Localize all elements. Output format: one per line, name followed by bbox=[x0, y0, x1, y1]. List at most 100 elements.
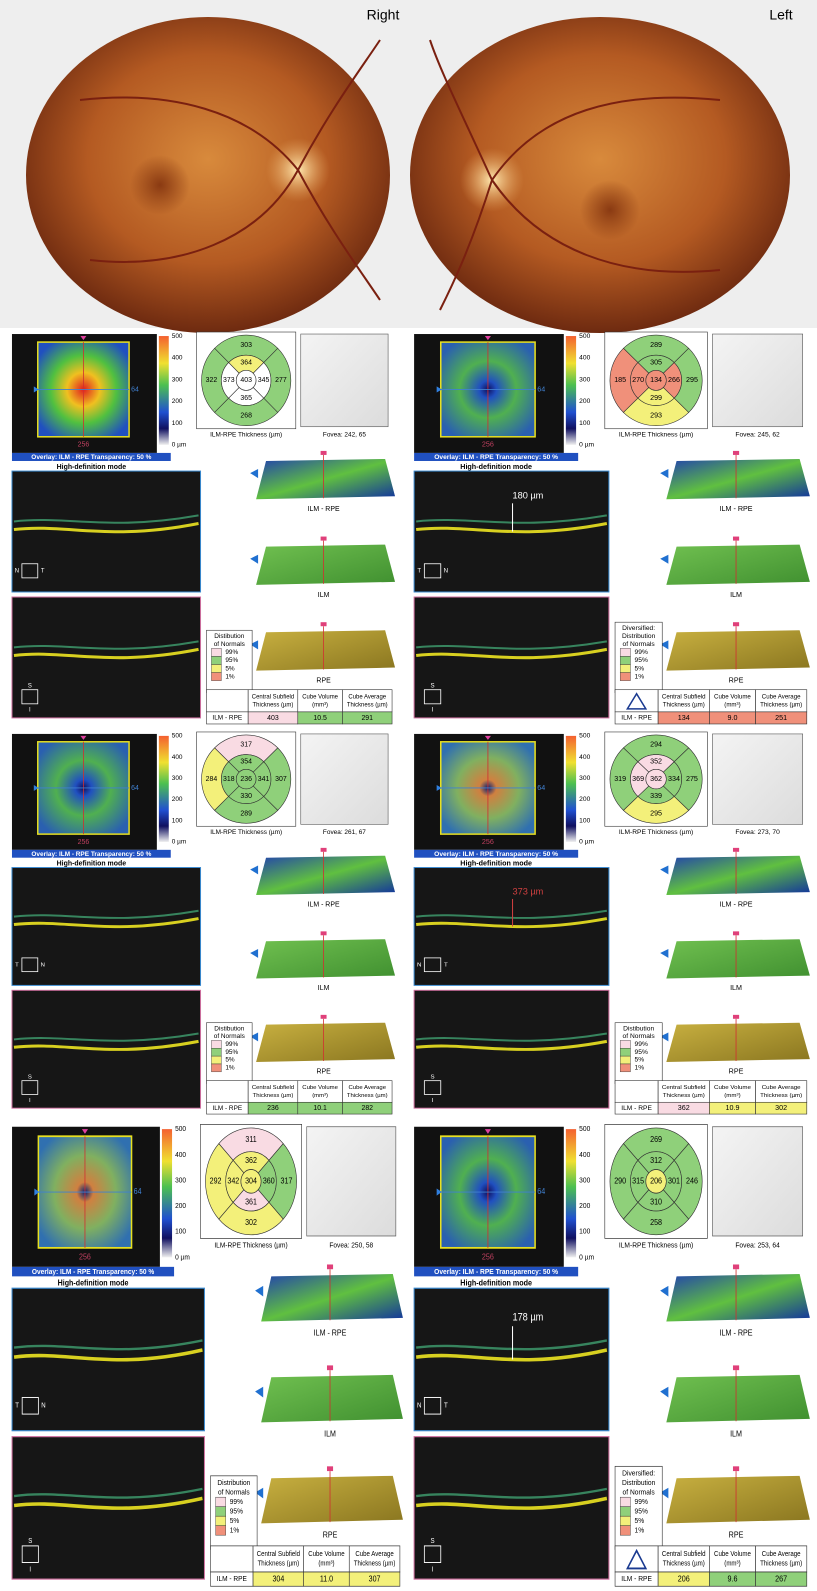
scale-label: 500 bbox=[579, 1124, 590, 1134]
legend-item: 1% bbox=[225, 1065, 235, 1072]
fovea-label: Fovea: 250, 58 bbox=[329, 1241, 373, 1250]
surface-3d bbox=[666, 1475, 810, 1524]
eye-label: Left bbox=[769, 7, 792, 23]
grid-value: 354 bbox=[240, 759, 252, 766]
grid-value: 304 bbox=[245, 1176, 257, 1186]
warning-icon bbox=[626, 692, 648, 710]
grid-value: 310 bbox=[650, 1197, 662, 1207]
grid-sector bbox=[623, 796, 690, 824]
overlay-bar bbox=[12, 1266, 175, 1277]
grid-caption: ILM-RPE Thickness (µm) bbox=[619, 1240, 693, 1250]
surface-marker bbox=[732, 1365, 740, 1371]
surface-label: RPE bbox=[729, 1069, 744, 1076]
surface-arrow bbox=[660, 1386, 669, 1398]
table-row-label: ILM - RPE bbox=[621, 1574, 652, 1584]
table-header-cell bbox=[709, 1080, 756, 1103]
grid-value: 236 bbox=[240, 776, 252, 783]
mode-label: High-definition mode bbox=[58, 1278, 129, 1288]
grid-value: 290 bbox=[614, 1176, 626, 1186]
surface-marker bbox=[326, 1466, 334, 1472]
legend-swatch bbox=[619, 672, 631, 681]
macula bbox=[580, 180, 640, 240]
table-header-cell bbox=[210, 1545, 254, 1573]
grid-value: 312 bbox=[650, 1155, 662, 1165]
scale-label: 300 bbox=[579, 376, 590, 383]
overlay-bar bbox=[414, 849, 579, 858]
surface-marker bbox=[732, 847, 740, 852]
scale-label: 100 bbox=[579, 420, 590, 427]
scale-bar bbox=[565, 336, 577, 445]
scale-label: 300 bbox=[579, 775, 590, 782]
marker bbox=[80, 735, 87, 740]
surface-marker bbox=[732, 1264, 740, 1270]
legend-item: 99% bbox=[635, 1496, 649, 1506]
table-header: Cube Volume bbox=[302, 694, 338, 700]
legend-swatch bbox=[619, 1506, 631, 1517]
surface-3d bbox=[256, 544, 396, 585]
scale-label: 0 µm bbox=[172, 442, 186, 449]
surface-marker bbox=[320, 847, 327, 852]
table-cell bbox=[348, 1571, 401, 1587]
scale-bar bbox=[161, 1129, 173, 1258]
marker bbox=[33, 386, 39, 393]
fovea-image bbox=[300, 333, 389, 428]
legend-title: Distibution bbox=[623, 1025, 654, 1032]
table-value: 251 bbox=[775, 714, 787, 722]
oct-panel: 64 256 500 400 300 200 100 0 µm Overlay: ILM - R… bbox=[413, 331, 810, 725]
retina-layer bbox=[416, 514, 608, 524]
map-coordinate: 256 bbox=[482, 441, 494, 449]
overlay-text: Overlay: ILM - RPE Transparency: 50 % bbox=[31, 454, 151, 461]
legend-item: 5% bbox=[635, 665, 645, 672]
table-header: Cube Average bbox=[348, 694, 386, 700]
map-coordinate: 256 bbox=[482, 839, 494, 846]
table-header: Cube Volume bbox=[714, 1551, 751, 1558]
table-header-cell bbox=[614, 1080, 659, 1103]
scale-label: 100 bbox=[172, 420, 183, 427]
grid-value: 311 bbox=[245, 1134, 256, 1144]
retina-layer bbox=[415, 1496, 608, 1510]
overlay-bar bbox=[11, 849, 171, 858]
grid-value: 339 bbox=[650, 793, 662, 800]
surface-label: ILM - RPE bbox=[720, 902, 753, 909]
map-coordinate: 64 bbox=[134, 1187, 143, 1197]
legend-swatch bbox=[211, 1040, 222, 1049]
table-header-cell bbox=[206, 1080, 249, 1103]
legend-title: of Normals bbox=[623, 641, 656, 648]
table-header: Thickness (µm) bbox=[253, 702, 294, 708]
map-coordinate: 64 bbox=[537, 385, 545, 393]
table-header: Thickness (µm) bbox=[663, 701, 705, 708]
table-value: 403 bbox=[267, 715, 279, 722]
grid-value: 269 bbox=[650, 1135, 662, 1145]
grid-value: 364 bbox=[240, 360, 252, 367]
legend-item: 5% bbox=[635, 1057, 645, 1064]
table-header: Thickness (µm) bbox=[760, 701, 802, 708]
legend-item: 95% bbox=[635, 657, 648, 664]
scan-icon bbox=[423, 1396, 442, 1415]
fovea-label: Fovea: 273, 70 bbox=[735, 829, 780, 836]
surface-label: RPE bbox=[316, 677, 331, 684]
surface-3d bbox=[666, 939, 810, 979]
legend-title: Distibution bbox=[214, 633, 244, 640]
table-value: 307 bbox=[369, 1574, 381, 1584]
grid-value: 369 bbox=[632, 776, 644, 783]
surface-label: ILM bbox=[318, 592, 330, 599]
scale-label: 100 bbox=[172, 817, 183, 824]
grid-value: 315 bbox=[632, 1176, 644, 1186]
table-header-cell bbox=[657, 1080, 710, 1103]
legend-swatch bbox=[619, 648, 631, 657]
table-header: Cube Volume bbox=[308, 1551, 345, 1559]
legend-item: 1% bbox=[635, 673, 645, 680]
scan-direction: T bbox=[444, 962, 448, 968]
marker bbox=[81, 1129, 88, 1134]
surface-marker bbox=[732, 1466, 740, 1472]
scan-direction: S bbox=[28, 1538, 33, 1546]
table-header: Central Subfield bbox=[257, 1551, 300, 1559]
scan-direction: T bbox=[15, 962, 19, 968]
table-value: 206 bbox=[678, 1574, 690, 1584]
scan-direction: S bbox=[431, 1074, 435, 1080]
scale-label: 100 bbox=[579, 1226, 590, 1236]
scan-icon bbox=[423, 689, 442, 705]
table-value: 9.6 bbox=[727, 1574, 737, 1584]
grid-value: 289 bbox=[650, 341, 662, 349]
table-value: 134 bbox=[678, 714, 690, 722]
